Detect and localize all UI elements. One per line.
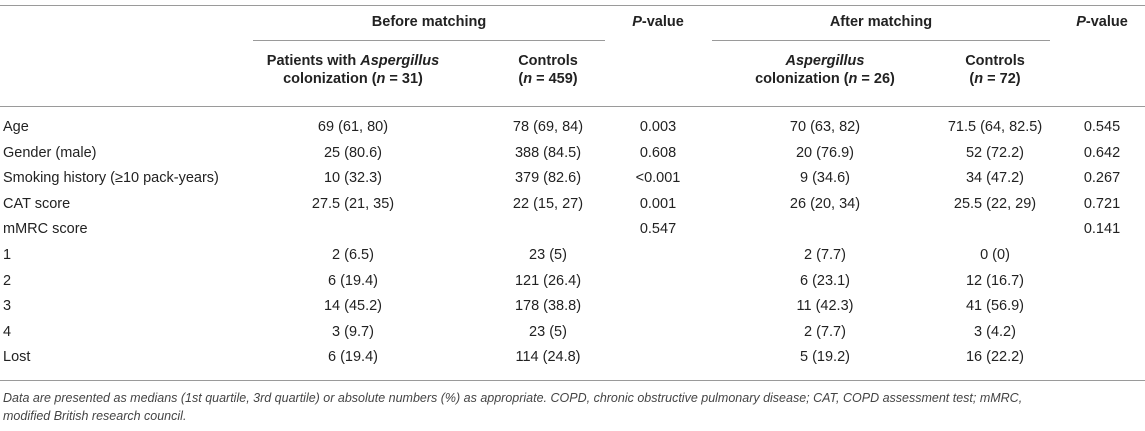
p-value-italic: P bbox=[1076, 14, 1086, 30]
cell-b-pat: 25 (80.6) bbox=[323, 145, 383, 161]
cell-p1: 0.001 bbox=[639, 196, 677, 212]
cell-a-ctl: 52 (72.2) bbox=[965, 145, 1025, 161]
col-header-after-controls: Controls (n = 72) bbox=[965, 53, 1025, 87]
cell-b-pat: 3 (9.7) bbox=[332, 324, 374, 340]
cell-b-pat: 69 (61, 80) bbox=[317, 119, 389, 135]
cell-a-pat: 26 (20, 34) bbox=[789, 196, 861, 212]
cell-b-ctl: 388 (84.5) bbox=[514, 145, 582, 161]
cell-label: 2 bbox=[3, 273, 12, 289]
cell-p2: 0.721 bbox=[1083, 196, 1121, 212]
cell-p1: <0.001 bbox=[635, 170, 681, 186]
footnote-line-1: Data are presented as medians (1st quart… bbox=[3, 391, 1023, 405]
cell-p1: 0.003 bbox=[639, 119, 677, 135]
cell-b-pat: 27.5 (21, 35) bbox=[311, 196, 395, 212]
cell-a-ctl: 34 (47.2) bbox=[965, 170, 1025, 186]
after-matching-header: After matching bbox=[829, 14, 933, 30]
after-matching-underline bbox=[712, 40, 1050, 41]
cell-p2: 0.267 bbox=[1083, 170, 1121, 186]
cell-a-ctl: 71.5 (64, 82.5) bbox=[947, 119, 1043, 135]
cell-b-ctl: 22 (15, 27) bbox=[512, 196, 584, 212]
p-value-suffix: -value bbox=[641, 14, 684, 30]
cell-a-pat: 70 (63, 82) bbox=[789, 119, 861, 135]
cell-b-ctl: 178 (38.8) bbox=[514, 298, 582, 314]
cell-label: Gender (male) bbox=[3, 145, 97, 161]
cell-label: 4 bbox=[3, 324, 12, 340]
col-header-before-patients: Patients with Aspergillus colonization (… bbox=[266, 53, 440, 87]
cell-a-ctl: 3 (4.2) bbox=[974, 324, 1016, 340]
cell-label: CAT score bbox=[3, 196, 71, 212]
cell-label: Age bbox=[3, 119, 29, 135]
cell-label: Smoking history (≥10 pack-years) bbox=[3, 170, 219, 186]
cell-b-ctl: 379 (82.6) bbox=[514, 170, 582, 186]
top-rule bbox=[0, 5, 1145, 6]
cell-a-pat: 5 (19.2) bbox=[800, 349, 850, 365]
cell-b-pat: 2 (6.5) bbox=[332, 247, 374, 263]
cell-a-pat: 6 (23.1) bbox=[800, 273, 850, 289]
cell-label: 1 bbox=[3, 247, 12, 263]
cell-b-pat: 6 (19.4) bbox=[328, 349, 378, 365]
cell-p1: 0.547 bbox=[639, 221, 677, 237]
cell-b-ctl: 121 (26.4) bbox=[514, 273, 582, 289]
cell-a-pat: 20 (76.9) bbox=[795, 145, 855, 161]
p-value-suffix: -value bbox=[1085, 14, 1128, 30]
cell-a-ctl: 41 (56.9) bbox=[965, 298, 1025, 314]
cell-b-pat: 14 (45.2) bbox=[323, 298, 383, 314]
cell-b-ctl: 23 (5) bbox=[529, 324, 567, 340]
header-bottom-rule bbox=[0, 106, 1145, 107]
cell-a-pat: 11 (42.3) bbox=[796, 298, 854, 314]
cell-label: Lost bbox=[3, 349, 31, 365]
before-matching-header: Before matching bbox=[371, 14, 487, 30]
cell-b-ctl: 114 (24.8) bbox=[515, 349, 581, 365]
cell-p2: 0.642 bbox=[1083, 145, 1121, 161]
cell-b-pat: 10 (32.3) bbox=[323, 170, 383, 186]
cell-p2: 0.545 bbox=[1083, 119, 1121, 135]
footnote-line-2: modified British research council. bbox=[3, 409, 187, 423]
table-footnote: Data are presented as medians (1st quart… bbox=[3, 389, 1138, 425]
col-header-after-patients: Aspergillus colonization (n = 26) bbox=[755, 53, 895, 87]
cell-a-ctl: 0 (0) bbox=[980, 247, 1010, 263]
p-value-italic: P bbox=[632, 14, 642, 30]
cell-a-ctl: 16 (22.2) bbox=[965, 349, 1025, 365]
cell-p1: 0.608 bbox=[639, 145, 677, 161]
cell-a-pat: 9 (34.6) bbox=[800, 170, 850, 186]
col-header-before-controls: Controls (n = 459) bbox=[518, 53, 578, 87]
cell-p2: 0.141 bbox=[1083, 221, 1121, 237]
cell-label: mMRC score bbox=[3, 221, 88, 237]
cell-b-ctl: 23 (5) bbox=[529, 247, 567, 263]
cell-a-pat: 2 (7.7) bbox=[804, 324, 846, 340]
before-matching-underline bbox=[253, 40, 605, 41]
p-value-header-before: P-value bbox=[617, 13, 699, 31]
cell-a-ctl: 25.5 (22, 29) bbox=[953, 196, 1037, 212]
cell-a-pat: 2 (7.7) bbox=[804, 247, 846, 263]
cell-a-ctl: 12 (16.7) bbox=[965, 273, 1025, 289]
cell-b-pat: 6 (19.4) bbox=[328, 273, 378, 289]
cell-b-ctl: 78 (69, 84) bbox=[512, 119, 584, 135]
cell-label: 3 bbox=[3, 298, 12, 314]
p-value-header-after: P-value bbox=[1062, 13, 1142, 31]
table-bottom-rule bbox=[0, 380, 1145, 381]
